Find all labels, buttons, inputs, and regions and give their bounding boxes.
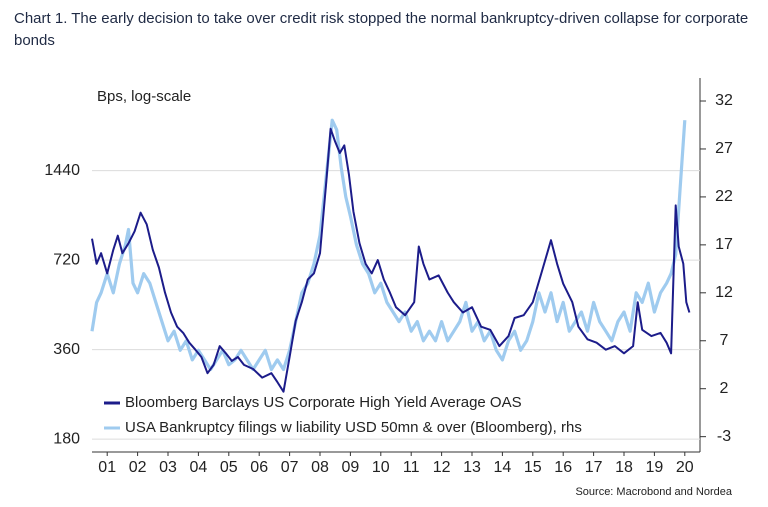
x-tick-label: 19: [646, 459, 664, 476]
x-tick-label: 16: [554, 459, 572, 476]
y-tick-label: 1440: [44, 162, 80, 179]
x-tick-label: 15: [524, 459, 542, 476]
x-tick-label: 06: [250, 459, 268, 476]
y2-tick-label: 22: [715, 188, 733, 205]
x-tick-label: 13: [463, 459, 481, 476]
legend-label: USA Bankruptcy filings w liability USD 5…: [125, 419, 582, 436]
x-tick-label: 20: [676, 459, 694, 476]
x-tick-label: 09: [342, 459, 360, 476]
legend-label: Bloomberg Barclays US Corporate High Yie…: [125, 394, 522, 411]
y-tick-label: 720: [53, 251, 80, 268]
x-tick-label: 18: [615, 459, 633, 476]
y-tick-label: 360: [53, 341, 80, 358]
y2-tick-label: 17: [715, 236, 733, 253]
x-tick-label: 01: [98, 459, 116, 476]
x-tick-label: 11: [403, 459, 420, 476]
y2-tick-label: 12: [715, 284, 733, 301]
series-line: [91, 127, 691, 393]
x-tick-label: 08: [311, 459, 329, 476]
y-axis-label: Bps, log-scale: [97, 88, 191, 105]
y2-tick-label: -3: [717, 428, 731, 445]
source: Source: Macrobond and Nordea: [575, 486, 732, 498]
x-tick-label: 10: [372, 459, 390, 476]
y2-tick-label: 27: [715, 140, 733, 157]
x-tick-label: 07: [281, 459, 299, 476]
x-tick-label: 17: [585, 459, 603, 476]
x-tick-label: 04: [190, 459, 208, 476]
y2-tick-label: 2: [720, 380, 729, 397]
series-line: [90, 118, 687, 372]
y2-tick-label: 32: [715, 92, 733, 109]
x-tick-label: 05: [220, 459, 238, 476]
chart-title: Chart 1. The early decision to take over…: [14, 10, 749, 49]
x-tick-label: 14: [494, 459, 512, 476]
x-tick-label: 03: [159, 459, 177, 476]
x-tick-label: 12: [433, 459, 451, 476]
y-tick-label: 180: [53, 430, 80, 447]
y2-tick-label: 7: [720, 332, 729, 349]
x-tick-label: 02: [129, 459, 147, 476]
